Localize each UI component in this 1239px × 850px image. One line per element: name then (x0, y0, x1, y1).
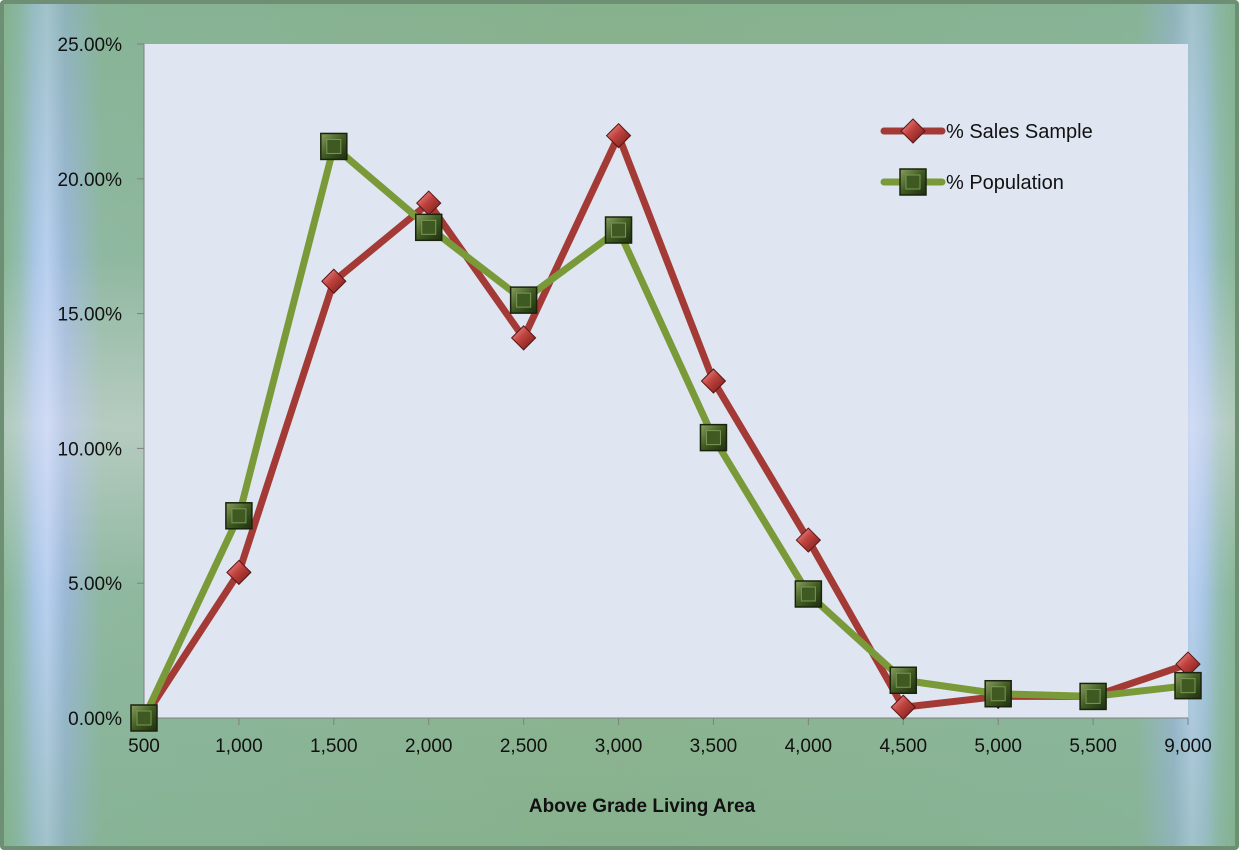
sales-sample-marker (226, 559, 252, 586)
population-marker (1079, 682, 1107, 711)
population-marker-body (794, 580, 823, 608)
x-tick-label: 4,000 (785, 736, 833, 757)
population-marker (794, 580, 823, 608)
population-marker-bevel (421, 219, 437, 235)
x-tick-label: 3,500 (690, 736, 738, 757)
population-marker-body (699, 423, 728, 452)
population-marker (225, 502, 253, 530)
population-marker-bevel (136, 710, 152, 726)
population-marker (604, 216, 633, 244)
x-tick-label: 1,000 (215, 736, 263, 757)
population-marker-bevel (895, 672, 911, 688)
legend-sales-sample-label: % Sales Sample (946, 121, 1093, 143)
population-marker (984, 679, 1012, 708)
population-marker-body (509, 286, 538, 314)
population-marker-body (225, 502, 253, 530)
sales-sample-marker-legend (900, 118, 926, 144)
x-tick-label: 9,000 (1164, 736, 1212, 757)
sales-sample-marker (795, 527, 822, 553)
population-marker-bevel (1180, 678, 1196, 694)
population-marker-bevel (990, 686, 1006, 702)
population-marker-bevel (1085, 688, 1101, 704)
population-marker (509, 286, 538, 314)
population-marker-bevel (326, 138, 342, 154)
x-tick-label: 1,500 (310, 736, 358, 757)
population-marker (699, 423, 728, 452)
population-marker-legend (899, 168, 927, 196)
population-marker (889, 666, 918, 695)
population-marker-bevel (800, 586, 816, 602)
x-axis-title: Above Grade Living Area (529, 796, 756, 817)
population-marker-bevel (516, 292, 532, 308)
y-tick-label: 15.00% (58, 305, 123, 326)
x-tick-label: 4,500 (879, 736, 927, 757)
population-marker (320, 132, 348, 161)
y-tick-label: 10.00% (58, 439, 123, 460)
sales-sample-marker (321, 268, 347, 294)
x-tick-label: 5,000 (974, 736, 1022, 757)
population-marker-bevel (905, 174, 921, 190)
population-marker-bevel (231, 508, 247, 524)
population-marker (414, 213, 443, 242)
sales-sample-marker (700, 368, 727, 394)
legend: % Sales Sample % Population (880, 118, 1093, 196)
population-marker-bevel (705, 430, 721, 446)
x-tick-label: 2,000 (405, 736, 453, 757)
y-tick-label: 25.00% (58, 35, 123, 56)
x-tick-label: 5,500 (1069, 736, 1117, 757)
legend-population-label: % Population (946, 172, 1064, 194)
population-line (140, 142, 1192, 722)
sales-sample-marker (890, 694, 916, 720)
y-axis: 0.00% 5.00% 10.00% 15.00% 20.00% 25.00% (58, 35, 145, 730)
y-tick-label: 5.00% (68, 574, 122, 595)
x-axis: 500 1,000 1,500 2,000 2,500 3,000 3,500 4,000 4,… (128, 717, 1212, 757)
sales-sample-marker (605, 122, 632, 149)
line-chart: 0.00% 5.00% 10.00% 15.00% 20.00% 25.00% 500 1,… (58, 35, 1212, 817)
population-marker-body (414, 213, 443, 242)
y-tick-label: 0.00% (68, 709, 122, 730)
population-marker-bevel (611, 222, 627, 238)
sales-sample-marker (510, 325, 537, 351)
population-marker (1174, 671, 1202, 700)
plot-area (144, 44, 1188, 718)
series-layer (130, 122, 1202, 732)
x-tick-label: 2,500 (500, 736, 548, 757)
population-marker (130, 704, 158, 732)
x-tick-label: 500 (128, 736, 160, 757)
y-tick-label: 20.00% (58, 170, 123, 191)
x-tick-label: 3,000 (595, 736, 643, 757)
population-marker-body (130, 704, 158, 732)
